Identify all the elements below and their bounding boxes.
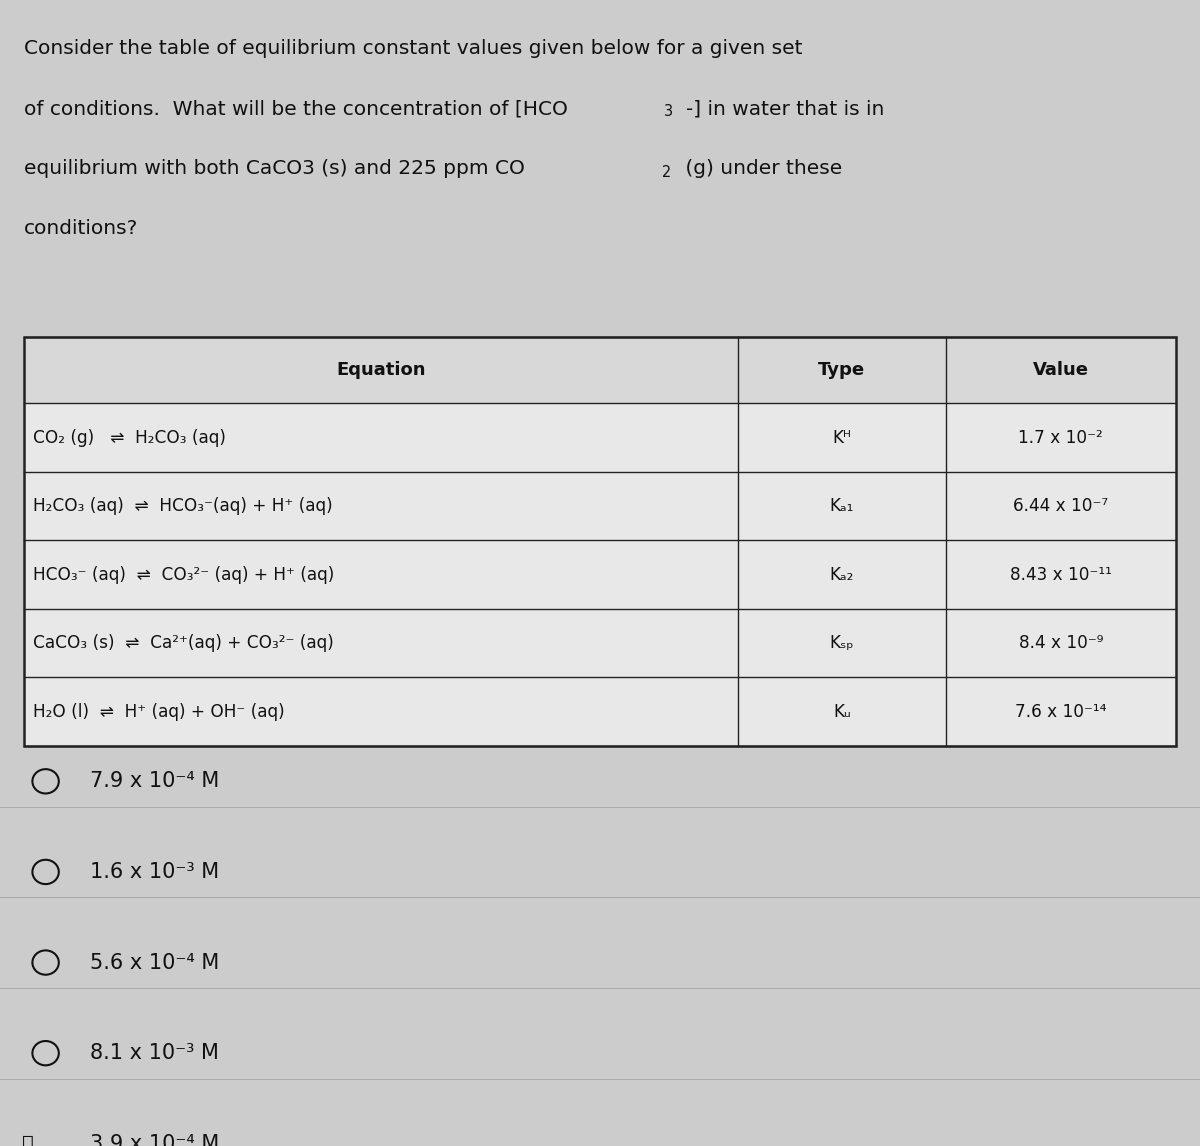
- Text: 🖱: 🖱: [22, 1135, 34, 1146]
- Text: CaCO₃ (s)  ⇌  Ca²⁺(aq) + CO₃²⁻ (aq): CaCO₃ (s) ⇌ Ca²⁺(aq) + CO₃²⁻ (aq): [34, 634, 334, 652]
- Text: 7.9 x 10⁻⁴ M: 7.9 x 10⁻⁴ M: [90, 771, 220, 792]
- Text: Kᴴ: Kᴴ: [833, 429, 851, 447]
- Text: HCO₃⁻ (aq)  ⇌  CO₃²⁻ (aq) + H⁺ (aq): HCO₃⁻ (aq) ⇌ CO₃²⁻ (aq) + H⁺ (aq): [34, 566, 335, 583]
- Text: 3.9 x 10⁻⁴ M: 3.9 x 10⁻⁴ M: [90, 1133, 220, 1146]
- Text: CO₂ (g)   ⇌  H₂CO₃ (aq): CO₂ (g) ⇌ H₂CO₃ (aq): [34, 429, 226, 447]
- Text: 8.1 x 10⁻³ M: 8.1 x 10⁻³ M: [90, 1043, 218, 1063]
- Text: Kᵤ: Kᵤ: [833, 702, 851, 721]
- Text: 5.6 x 10⁻⁴ M: 5.6 x 10⁻⁴ M: [90, 952, 220, 973]
- Bar: [24, 337, 1176, 403]
- Text: Kₛₚ: Kₛₚ: [829, 634, 854, 652]
- Bar: [24, 541, 1176, 609]
- Text: -] in water that is in: -] in water that is in: [686, 100, 884, 118]
- Text: Kₐ₂: Kₐ₂: [829, 566, 854, 583]
- Text: 6.44 x 10⁻⁷: 6.44 x 10⁻⁷: [1013, 497, 1109, 516]
- Text: Type: Type: [818, 361, 865, 379]
- Text: H₂O (l)  ⇌  H⁺ (aq) + OH⁻ (aq): H₂O (l) ⇌ H⁺ (aq) + OH⁻ (aq): [34, 702, 284, 721]
- Bar: [24, 472, 1176, 541]
- Bar: [24, 609, 1176, 677]
- Text: 3: 3: [665, 104, 673, 119]
- Text: 8.4 x 10⁻⁹: 8.4 x 10⁻⁹: [1019, 634, 1103, 652]
- Text: 8.43 x 10⁻¹¹: 8.43 x 10⁻¹¹: [1010, 566, 1111, 583]
- Text: Kₐ₁: Kₐ₁: [829, 497, 854, 516]
- Text: 1.6 x 10⁻³ M: 1.6 x 10⁻³ M: [90, 862, 220, 882]
- Text: 1.7 x 10⁻²: 1.7 x 10⁻²: [1019, 429, 1103, 447]
- Text: 2: 2: [662, 165, 671, 180]
- Text: 7.6 x 10⁻¹⁴: 7.6 x 10⁻¹⁴: [1015, 702, 1106, 721]
- Text: of conditions.  What will be the concentration of [HCO: of conditions. What will be the concentr…: [24, 100, 568, 118]
- Text: Value: Value: [1033, 361, 1088, 379]
- Text: equilibrium with both CaCO3 (s) and 225 ppm CO: equilibrium with both CaCO3 (s) and 225 …: [24, 159, 524, 178]
- Text: H₂CO₃ (aq)  ⇌  HCO₃⁻(aq) + H⁺ (aq): H₂CO₃ (aq) ⇌ HCO₃⁻(aq) + H⁺ (aq): [34, 497, 332, 516]
- Bar: [24, 677, 1176, 746]
- Text: conditions?: conditions?: [24, 219, 138, 238]
- Text: Consider the table of equilibrium constant values given below for a given set: Consider the table of equilibrium consta…: [24, 39, 803, 57]
- Text: Equation: Equation: [336, 361, 426, 379]
- Bar: [24, 403, 1176, 472]
- Bar: [24, 337, 1176, 746]
- Text: (g) under these: (g) under these: [679, 159, 842, 178]
